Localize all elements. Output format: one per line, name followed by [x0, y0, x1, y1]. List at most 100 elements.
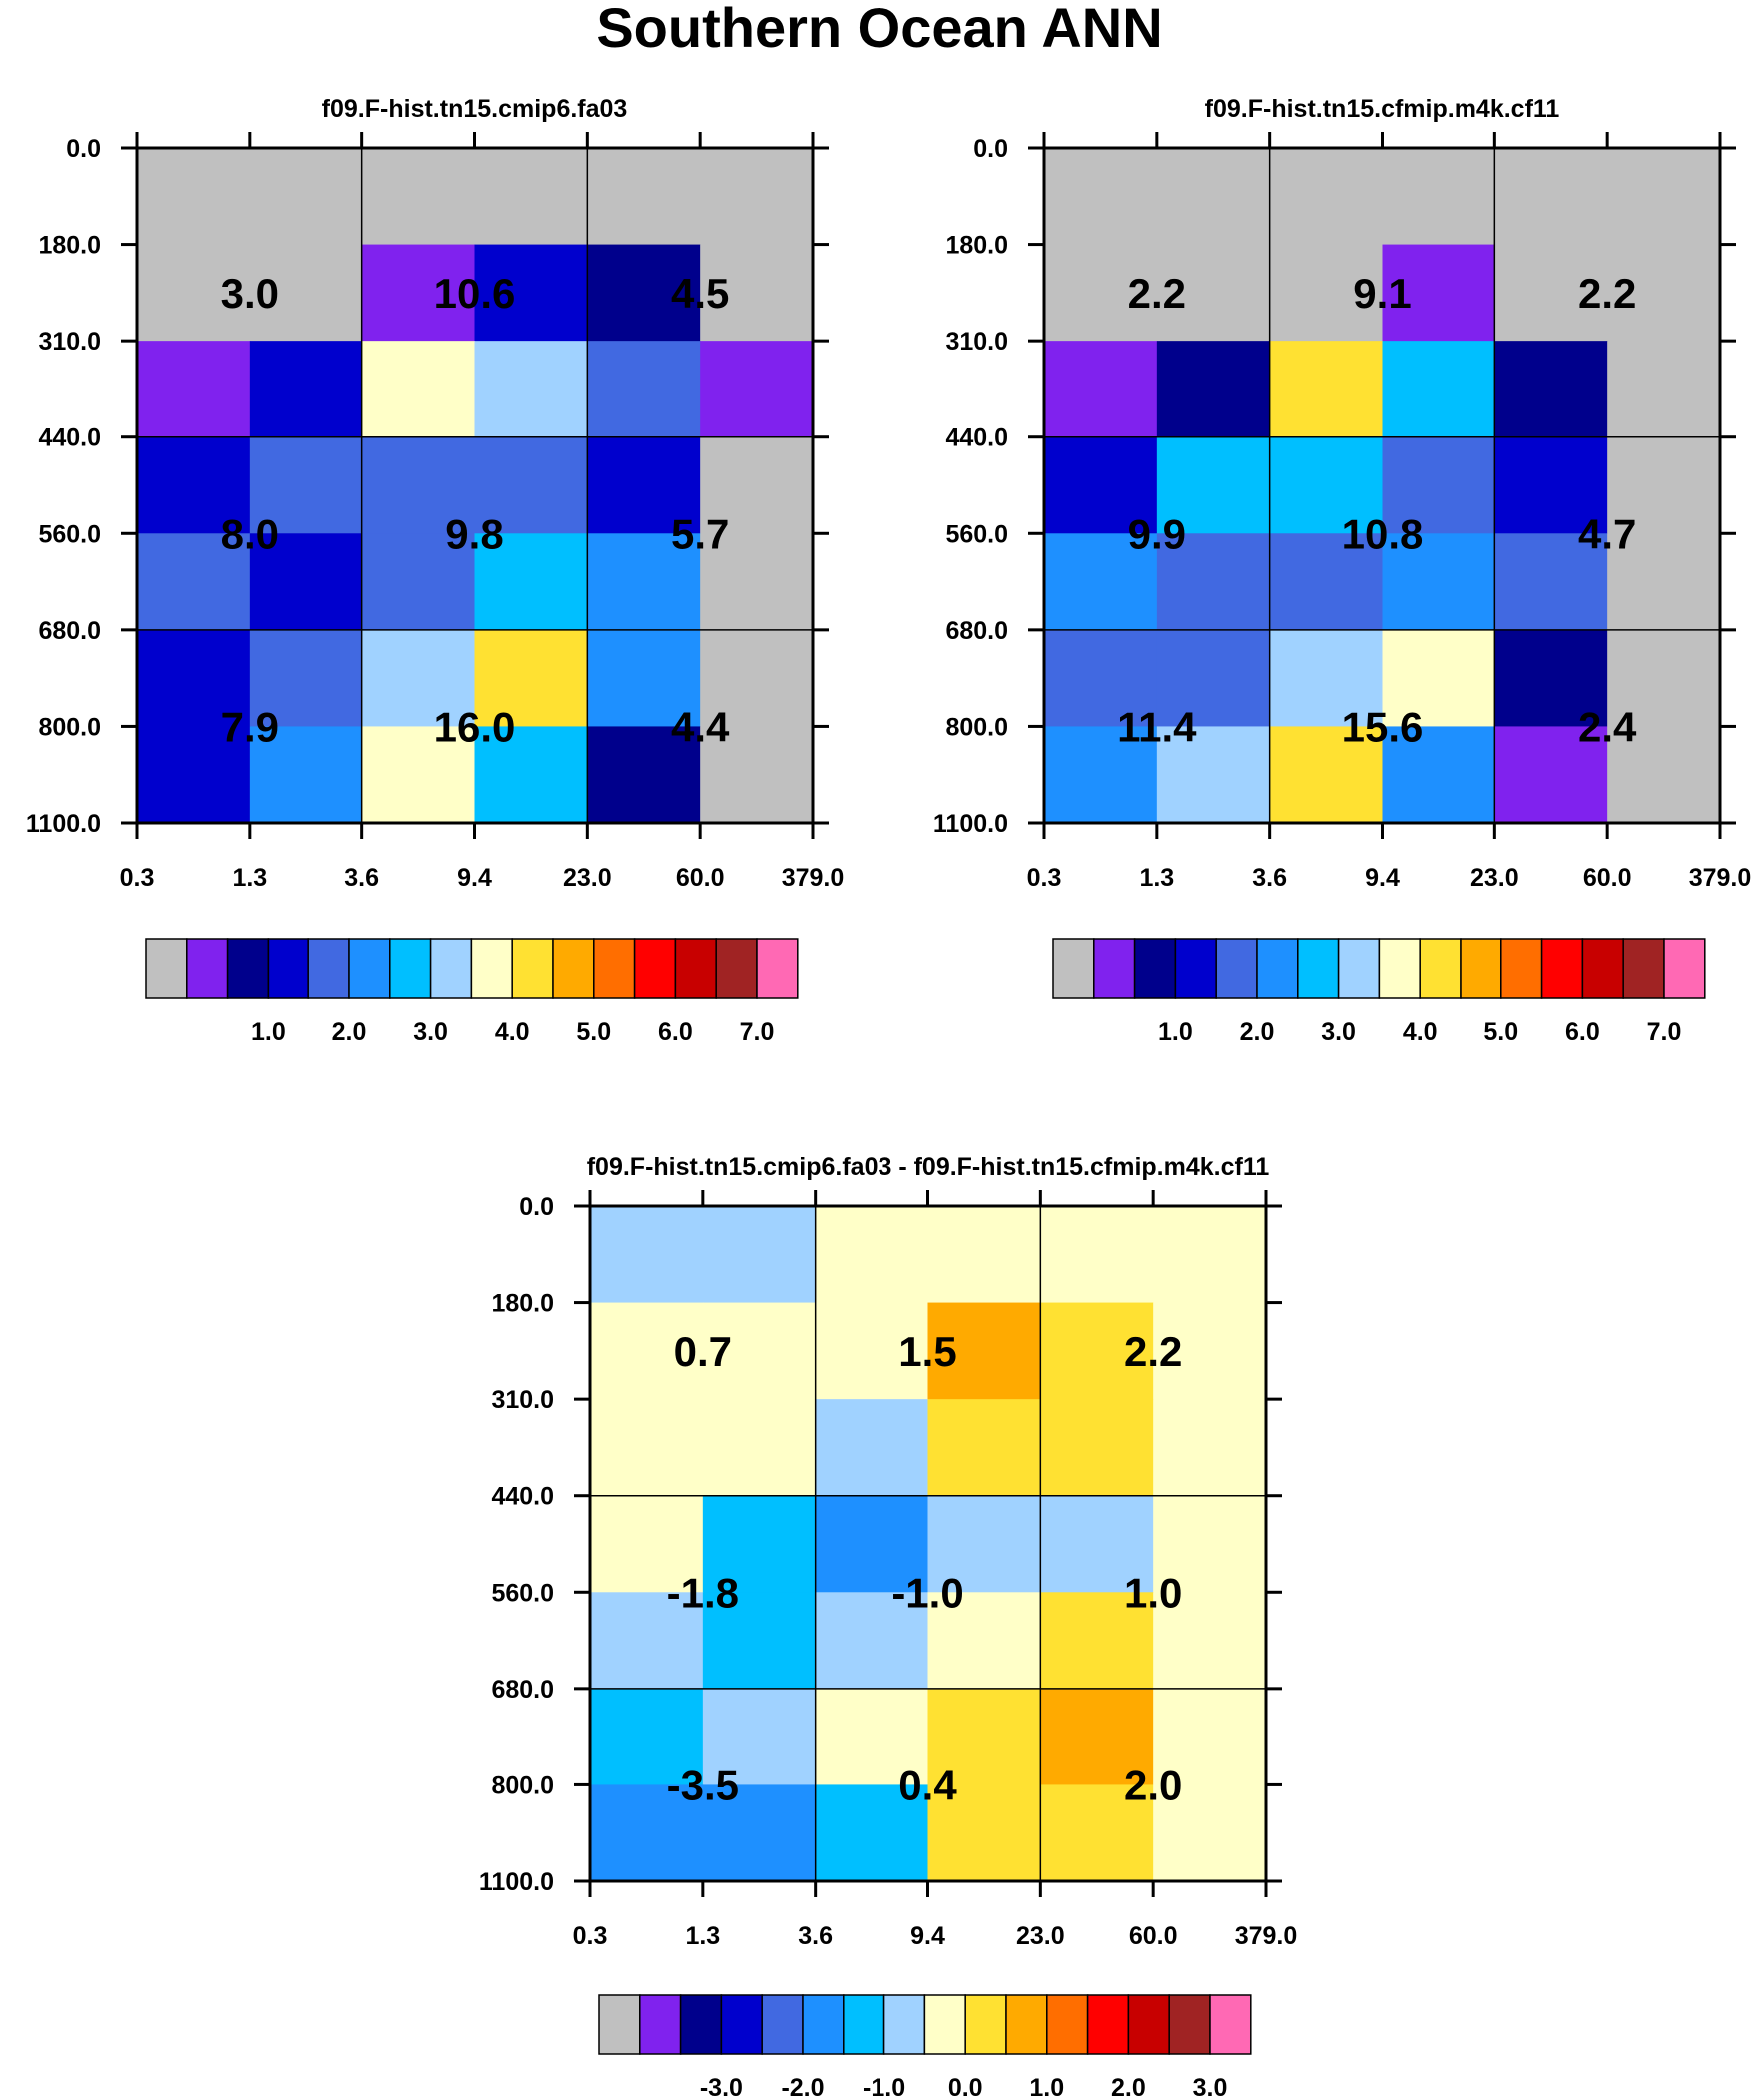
- x-tick-label: 9.4: [1365, 864, 1400, 892]
- y-tick-label: 800.0: [38, 713, 101, 741]
- colorbar-box: [348, 938, 391, 999]
- colorbar-box: [1005, 1994, 1048, 2055]
- cell-value: -1.8: [667, 1569, 739, 1616]
- cell-value: 9.8: [445, 510, 503, 557]
- heatmap-cell: [927, 1784, 1041, 1882]
- colorbar-label: -2.0: [781, 2074, 824, 2100]
- colorbar-box: [923, 1994, 966, 2055]
- heatmap-cell: [1044, 244, 1158, 342]
- heatmap-cell: [1269, 341, 1384, 438]
- x-tick-label: 0.3: [573, 1922, 608, 1950]
- y-tick-label: 560.0: [945, 520, 1008, 548]
- heatmap-cell: [474, 726, 588, 824]
- colorbar-box: [186, 938, 229, 999]
- colorbar-box: [964, 1994, 1007, 2055]
- cell-value: 2.2: [1128, 270, 1186, 317]
- colorbar-box: [1256, 938, 1299, 999]
- heatmap-cell: [1156, 341, 1271, 438]
- cell-value: 4.5: [671, 270, 729, 317]
- heatmap-cell: [1382, 341, 1495, 438]
- cell-value: 10.6: [434, 270, 516, 317]
- heatmap-cell: [249, 244, 363, 342]
- colorbar-box: [1168, 1994, 1211, 2055]
- colorbar-box: [511, 938, 554, 999]
- colorbar-label: 5.0: [1483, 1018, 1518, 1046]
- heatmap-cell: [1269, 726, 1384, 824]
- heatmap-cell: [587, 341, 701, 438]
- heatmap-cell: [590, 1784, 704, 1882]
- y-tick-label: 310.0: [945, 328, 1008, 355]
- heatmap-cell: [249, 629, 363, 728]
- cell-value: 15.6: [1342, 703, 1424, 750]
- y-tick-label: 180.0: [945, 232, 1008, 260]
- heatmap-cell: [587, 726, 701, 824]
- heatmap-cell: [137, 726, 251, 824]
- x-tick-label: 23.0: [563, 864, 612, 892]
- x-tick-label: 0.3: [120, 864, 155, 892]
- heatmap-cell: [590, 1302, 704, 1400]
- y-tick-label: 310.0: [38, 328, 101, 355]
- heatmap-cell: [1156, 436, 1271, 534]
- heatmap-cell: [249, 726, 363, 824]
- cell-value: 1.5: [898, 1328, 956, 1375]
- colorbar-label: 4.0: [1403, 1018, 1438, 1046]
- cell-value: 5.7: [671, 510, 729, 557]
- heatmap-cell: [1153, 1495, 1267, 1593]
- heatmap-cell: [702, 1784, 817, 1882]
- heatmap-cell: [1156, 533, 1271, 631]
- y-tick-label: 1100.0: [479, 1868, 554, 1896]
- x-tick-label: 3.6: [344, 864, 379, 892]
- colorbar-box: [1581, 938, 1624, 999]
- colorbar-label: 3.0: [1321, 1018, 1356, 1046]
- colorbar-box: [598, 1994, 641, 2055]
- heatmap-cell: [927, 1399, 1041, 1497]
- heatmap-cell: [249, 436, 363, 534]
- colorbar-label: 2.0: [1240, 1018, 1275, 1046]
- heatmap-cell: [815, 1399, 929, 1497]
- heatmap-cell: [474, 533, 588, 631]
- heatmap-cell: [927, 1592, 1041, 1690]
- cell-value: 2.4: [1578, 703, 1637, 750]
- heatmap-cell: [474, 341, 588, 438]
- heatmap-cell: [249, 341, 363, 438]
- colorbar-box: [1133, 938, 1177, 999]
- colorbar-box: [882, 1994, 926, 2055]
- heatmap-cell: [1607, 629, 1721, 728]
- heatmap-cell: [1040, 1784, 1154, 1882]
- colorbar-box: [761, 1994, 804, 2055]
- x-tick-label: 9.4: [910, 1922, 945, 1950]
- heatmap-cell: [700, 726, 814, 824]
- colorbar-label: -3.0: [700, 2074, 743, 2100]
- y-tick-label: 680.0: [945, 617, 1008, 645]
- heatmap-cell: [590, 1399, 704, 1497]
- panel-difference: f09.F-hist.tn15.cmip6.fa03 - f09.F-hist.…: [479, 1153, 1297, 2100]
- colorbar-box: [552, 938, 595, 999]
- colorbar-label: 3.0: [413, 1018, 448, 1046]
- heatmap-cell: [590, 1206, 704, 1304]
- heatmap-cell: [927, 1206, 1041, 1304]
- heatmap-cell: [1269, 148, 1384, 246]
- heatmap-cell: [1269, 436, 1384, 534]
- heatmap-cell: [590, 1688, 704, 1786]
- heatmap-cell: [1153, 1784, 1267, 1882]
- heatmap-cell: [1044, 436, 1158, 534]
- heatmap-cell: [1269, 533, 1384, 631]
- heatmap-cell: [1494, 341, 1608, 438]
- y-tick-label: 310.0: [491, 1386, 554, 1414]
- x-tick-label: 379.0: [1235, 1922, 1298, 1950]
- colorbar-label: 1.0: [1029, 2074, 1064, 2100]
- cell-value: 9.1: [1353, 270, 1411, 317]
- x-tick-label: 23.0: [1016, 1922, 1065, 1950]
- cell-value: 11.4: [1117, 703, 1197, 750]
- colorbar-box: [1378, 938, 1421, 999]
- colorbar-label: -1.0: [863, 2074, 905, 2100]
- x-tick-label: 1.3: [232, 864, 267, 892]
- colorbar-label: 4.0: [495, 1018, 530, 1046]
- heatmap-cell: [700, 244, 814, 342]
- heatmap-cell: [702, 1688, 817, 1786]
- y-tick-label: 440.0: [945, 424, 1008, 452]
- heatmap-cell: [587, 244, 701, 342]
- heatmap-cell: [137, 148, 251, 246]
- colorbar-box: [1215, 938, 1258, 999]
